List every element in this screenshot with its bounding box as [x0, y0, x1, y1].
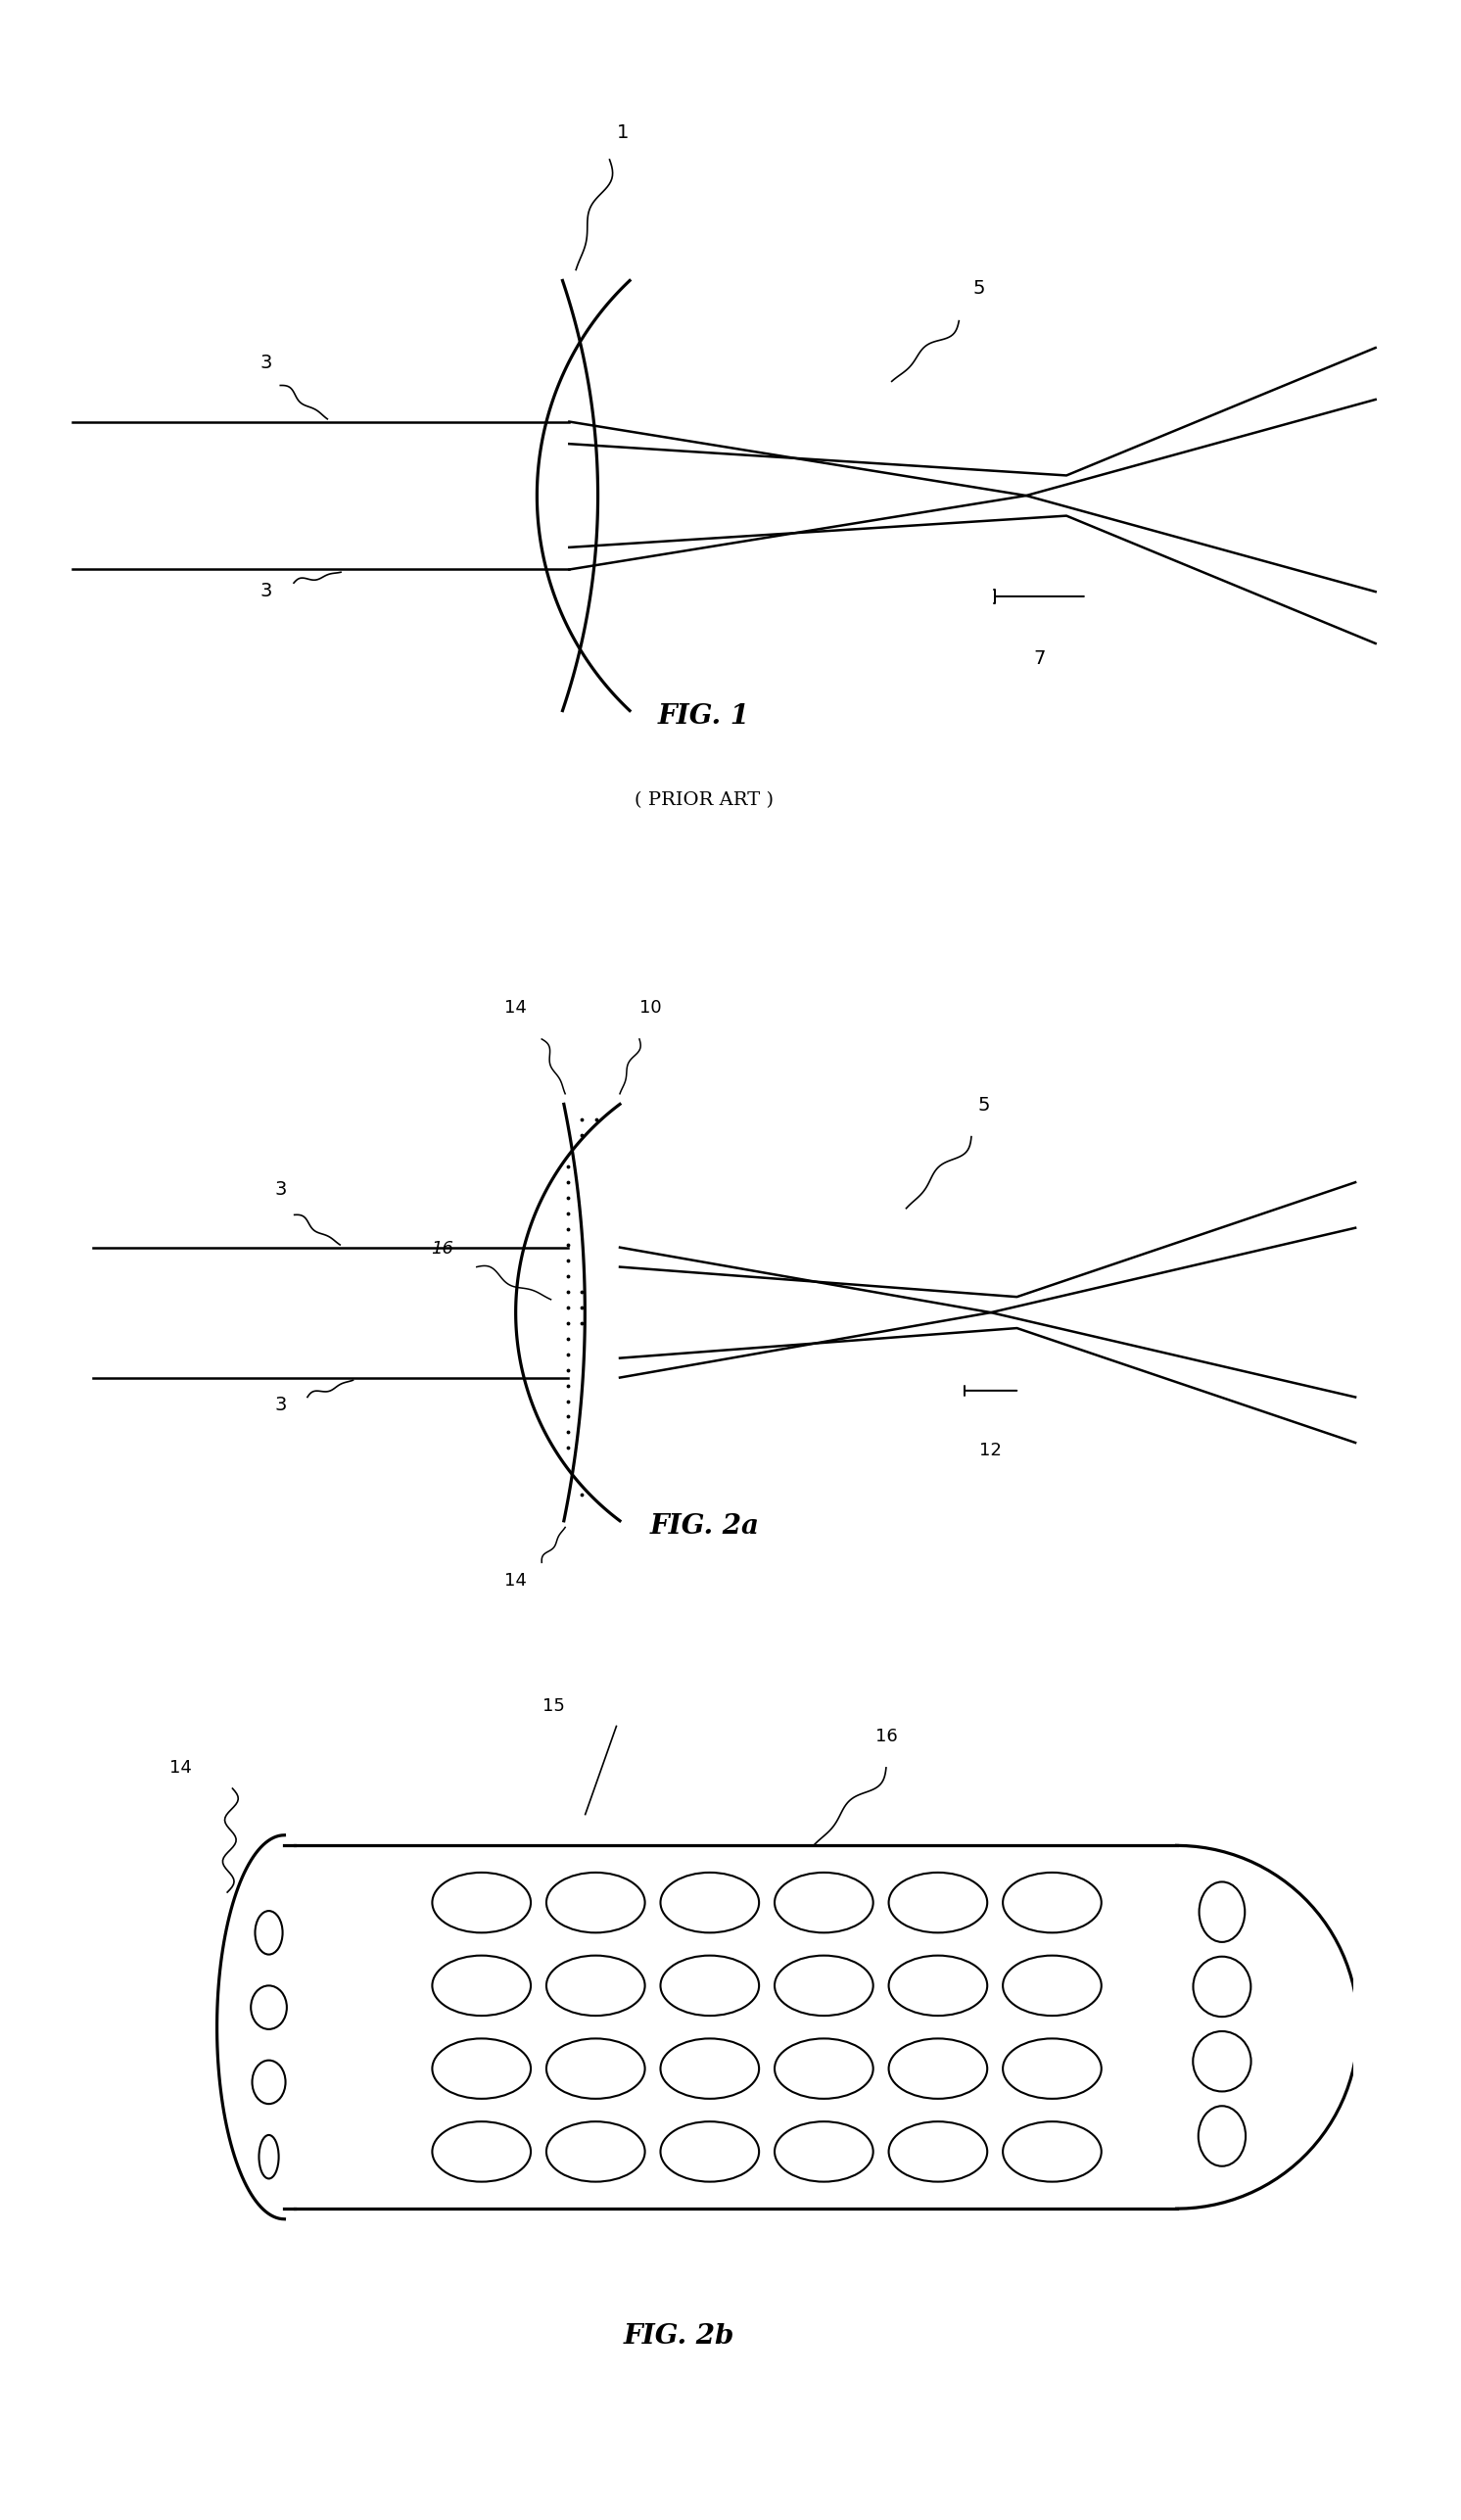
Ellipse shape: [888, 1956, 988, 2016]
Text: 3: 3: [260, 353, 272, 373]
Text: 16: 16: [431, 1240, 453, 1257]
Text: ( PRIOR ART ): ( PRIOR ART ): [634, 791, 773, 809]
Ellipse shape: [256, 1910, 282, 1956]
Text: 7: 7: [1033, 650, 1046, 668]
Ellipse shape: [888, 1872, 988, 1933]
Ellipse shape: [253, 2061, 285, 2104]
Text: 3: 3: [275, 1396, 286, 1414]
Text: 14: 14: [504, 1572, 527, 1590]
Ellipse shape: [888, 2039, 988, 2099]
Text: FIG. 2b: FIG. 2b: [624, 2323, 733, 2349]
Ellipse shape: [1194, 2031, 1251, 2092]
Ellipse shape: [432, 1872, 530, 1933]
Text: 5: 5: [973, 280, 985, 297]
Ellipse shape: [432, 1956, 530, 2016]
Text: 12: 12: [980, 1441, 1002, 1459]
Ellipse shape: [546, 2039, 644, 2099]
Ellipse shape: [1002, 2122, 1102, 2182]
Ellipse shape: [1198, 2107, 1246, 2167]
Ellipse shape: [660, 2039, 760, 2099]
Ellipse shape: [1002, 2039, 1102, 2099]
Ellipse shape: [660, 2122, 760, 2182]
Ellipse shape: [1002, 1956, 1102, 2016]
Ellipse shape: [432, 2122, 530, 2182]
Text: 5: 5: [977, 1096, 991, 1114]
Ellipse shape: [546, 1872, 644, 1933]
Ellipse shape: [1194, 1956, 1251, 2016]
Ellipse shape: [774, 1872, 874, 1933]
Ellipse shape: [660, 1872, 760, 1933]
Ellipse shape: [774, 2122, 874, 2182]
Ellipse shape: [259, 2134, 279, 2180]
Ellipse shape: [660, 1956, 760, 2016]
Ellipse shape: [1002, 1872, 1102, 1933]
Text: 10: 10: [640, 1000, 662, 1018]
Ellipse shape: [888, 2122, 988, 2182]
Text: 1: 1: [617, 123, 630, 141]
Text: 15: 15: [543, 1696, 565, 1714]
Ellipse shape: [251, 1986, 286, 2029]
Ellipse shape: [774, 2039, 874, 2099]
Text: FIG. 2a: FIG. 2a: [650, 1515, 760, 1540]
Text: 14: 14: [504, 1000, 527, 1018]
Ellipse shape: [432, 2039, 530, 2099]
Ellipse shape: [1199, 1882, 1245, 1943]
Text: 3: 3: [275, 1182, 286, 1200]
Text: 16: 16: [875, 1729, 897, 1746]
Text: 14: 14: [169, 1759, 191, 1777]
Text: FIG. 1: FIG. 1: [657, 703, 749, 731]
Text: 3: 3: [260, 582, 272, 600]
Ellipse shape: [546, 1956, 644, 2016]
Ellipse shape: [774, 1956, 874, 2016]
Ellipse shape: [546, 2122, 644, 2182]
